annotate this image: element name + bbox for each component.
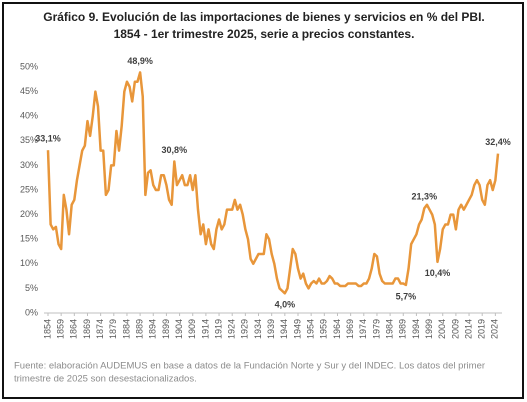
chart-title: Gráfico 9. Evolución de las importacione… — [43, 10, 485, 24]
x-tick-label: 1879 — [108, 319, 118, 339]
x-tick-label: 1859 — [56, 319, 66, 339]
x-tick-label: 1954 — [306, 319, 316, 339]
x-tick-label: 1979 — [371, 319, 381, 339]
x-tick-label: 1959 — [319, 319, 329, 339]
x-tick-label: 1994 — [411, 319, 421, 339]
x-tick-label: 1864 — [69, 319, 79, 339]
y-tick-label: 20% — [20, 209, 38, 219]
annotation: 32,4% — [485, 137, 511, 147]
annotation: 5,7% — [396, 291, 417, 301]
x-tick-label: 1889 — [134, 319, 144, 339]
x-tick-label: 1929 — [240, 319, 250, 339]
y-tick-label: 35% — [20, 135, 38, 145]
x-tick-label: 1999 — [424, 319, 434, 339]
x-tick-label: 1939 — [266, 319, 276, 339]
x-tick-label: 2014 — [463, 319, 473, 339]
x-tick-label: 1884 — [121, 319, 131, 339]
x-tick-label: 1874 — [95, 319, 105, 339]
y-tick-label: 50% — [20, 61, 38, 71]
y-tick-label: 30% — [20, 160, 38, 170]
y-tick-label: 0% — [25, 307, 38, 317]
x-tick-label: 1919 — [213, 319, 223, 339]
x-tick-label: 1949 — [292, 319, 302, 339]
x-tick-label: 1984 — [384, 319, 394, 339]
y-tick-label: 10% — [20, 258, 38, 268]
annotation: 4,0% — [275, 300, 296, 310]
x-tick-label: 1989 — [398, 319, 408, 339]
x-tick-label: 2009 — [450, 319, 460, 339]
x-tick-label: 1894 — [148, 319, 158, 339]
x-tick-label: 1914 — [200, 319, 210, 339]
x-tick-label: 2024 — [490, 319, 500, 339]
x-tick-label: 2004 — [437, 319, 447, 339]
x-tick-label: 1944 — [279, 319, 289, 339]
x-tick-label: 2019 — [477, 319, 487, 339]
note: trimestre de 2025 son desestacionalizado… — [14, 374, 197, 385]
note: Fuente: elaboración AUDEMUS en base a da… — [14, 361, 485, 372]
annotation: 33,1% — [35, 134, 61, 144]
y-tick-label: 40% — [20, 111, 38, 121]
x-tick-label: 1924 — [227, 319, 237, 339]
chart-subtitle: 1854 - 1er trimestre 2025, serie a preci… — [114, 27, 415, 41]
line — [46, 71, 500, 295]
annotation: 30,8% — [162, 145, 188, 155]
annotation: 10,4% — [425, 268, 451, 278]
y-tick-label: 45% — [20, 86, 38, 96]
x-tick-label: 1934 — [253, 319, 263, 339]
annotation: 21,3% — [412, 192, 438, 202]
x-tick-label: 1904 — [174, 319, 184, 339]
x-tick-label: 1964 — [332, 319, 342, 339]
x-tick-label: 1854 — [42, 319, 52, 339]
y-tick-label: 15% — [20, 234, 38, 244]
x-tick-label: 1869 — [82, 319, 92, 339]
y-tick-label: 5% — [25, 283, 38, 293]
x-tick-label: 1969 — [345, 319, 355, 339]
x-tick-label: 1909 — [187, 319, 197, 339]
frame — [2, 2, 524, 399]
annotation: 48,9% — [127, 56, 153, 66]
x-tick-label: 1899 — [161, 319, 171, 339]
y-tick-label: 25% — [20, 184, 38, 194]
x-tick-label: 1974 — [358, 319, 368, 339]
